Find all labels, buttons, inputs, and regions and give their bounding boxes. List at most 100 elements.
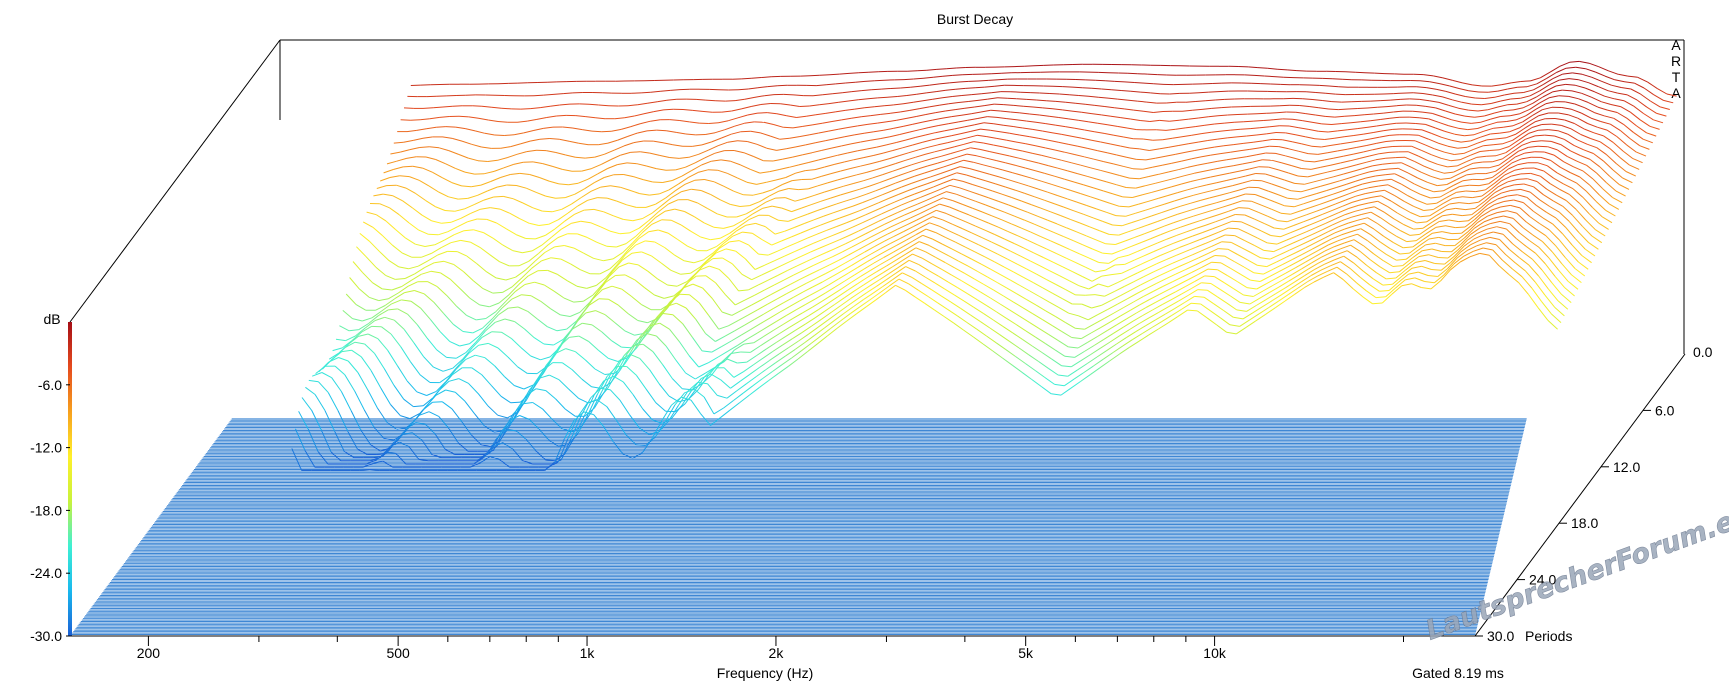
slice-segment [708,315,720,330]
slice-segment [780,103,791,106]
slice-segment [1499,239,1510,250]
slice-segment [902,123,913,127]
slice-segment [955,241,966,248]
slice-segment [669,157,680,159]
slice-segment [1406,240,1417,243]
slice-segment [1419,80,1430,83]
slice-segment [1143,110,1154,113]
slice-segment [1439,219,1449,222]
slice-segment [1217,269,1228,277]
slice-segment [851,241,863,248]
slice-segment [1505,254,1517,264]
slice-segment [1647,81,1658,89]
slice-segment [1239,168,1250,172]
slice-segment [506,429,517,432]
slice-segment [809,74,820,77]
slice-segment [793,269,804,276]
slice-segment [358,333,369,337]
slice-segment [1588,62,1599,68]
slice-segment [1306,210,1317,216]
slice-segment [584,182,595,190]
slice-segment [995,208,1006,213]
slice-segment [400,149,411,153]
slice-segment [1622,150,1634,159]
slice-segment [803,242,814,248]
slice-segment [1263,119,1274,121]
slice-segment [445,126,456,128]
slice-segment [1008,204,1019,210]
slice-segment [688,153,699,158]
slice-segment [1026,120,1037,123]
slice-segment [1266,112,1277,114]
slice-segment [594,391,605,408]
slice-segment [515,234,526,239]
slice-segment [662,142,673,146]
slice-segment [1322,224,1333,231]
slice-segment [1391,285,1403,295]
slice-segment [725,294,736,306]
slice-segment [971,111,982,115]
slice-segment [593,257,604,262]
slice-segment [737,361,747,364]
slice-segment [1416,233,1427,242]
slice-segment [1311,121,1322,125]
slice-segment [761,76,772,78]
slice-segment [1383,128,1393,132]
slice-segment [692,283,703,289]
slice-segment [1554,118,1565,121]
slice-segment [1022,307,1033,315]
slice-segment [1281,287,1292,295]
slice-segment [1582,170,1594,180]
slice-segment [1490,116,1501,120]
slice-segment [855,80,866,83]
slice-segment [1260,230,1271,236]
slice-segment [1280,212,1291,215]
slice-segment [476,318,486,321]
slice-segment [1409,245,1420,254]
slice-segment [723,400,734,409]
slice-segment [1552,89,1563,93]
slice-segment [1094,294,1105,297]
slice-segment [1529,216,1540,224]
slice-segment [1378,184,1389,187]
slice-segment [1337,250,1348,255]
slice-segment [722,257,733,265]
slice-segment [968,214,979,220]
slice-segment [858,225,869,232]
slice-segment [906,116,917,119]
slice-segment [1416,104,1426,107]
slice-segment [1248,207,1259,213]
slice-segment [1028,354,1039,362]
slice-segment [757,86,768,89]
slice-segment [886,142,897,146]
slice-segment [478,342,489,346]
slice-segment [1274,201,1285,207]
slice-segment [807,233,818,239]
slice-segment [661,219,672,221]
slice-segment [545,195,556,199]
slice-segment [1308,128,1319,132]
slice-segment [1118,231,1129,236]
slice-segment [1456,174,1467,180]
slice-segment [440,272,451,280]
slice-segment [1109,233,1119,236]
slice-segment [893,246,904,253]
slice-segment [1529,240,1540,248]
slice-segment [1308,153,1318,155]
slice-segment [824,163,835,168]
slice-segment [837,289,848,298]
slice-segment [1448,219,1459,223]
slice-segment [1155,180,1166,184]
slice-segment [1502,233,1514,245]
slice-segment [871,231,882,238]
slice-segment [585,156,595,159]
slice-segment [768,190,780,197]
slice-segment [729,225,740,234]
slice-segment [935,232,946,238]
slice-segment [827,154,838,159]
x-tick-label: 1k [580,645,596,661]
slice-segment [1090,326,1102,334]
slice-segment [941,243,953,250]
slice-segment [680,224,692,232]
slice-segment [1325,232,1336,239]
